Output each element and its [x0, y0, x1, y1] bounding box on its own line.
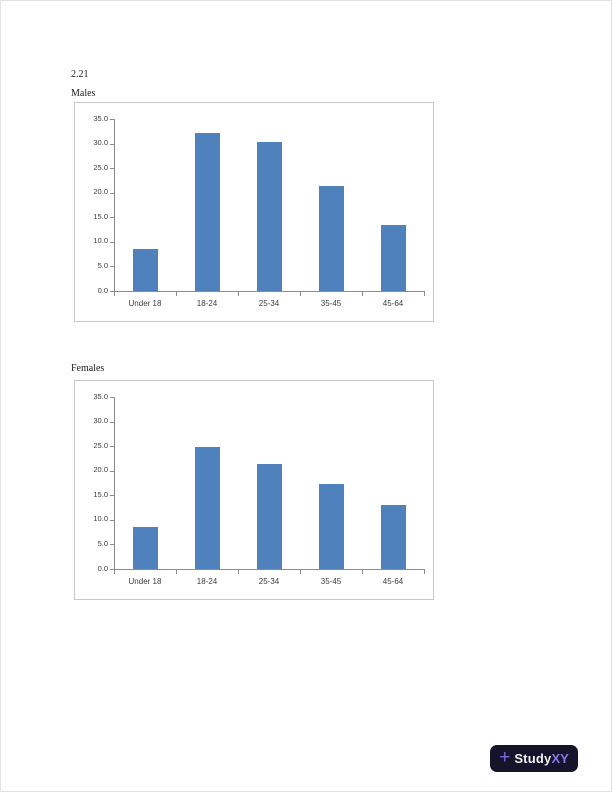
y-axis-tick-label: 15.0: [93, 489, 108, 499]
x-axis-category-label: 35-45: [320, 299, 342, 308]
studyxy-logo-badge: + Study XY: [490, 745, 578, 772]
females-bar-chart: 0.0 5.0 10.0 15.0 20.0 25.0 30.0 35.0 Under 18 18…: [74, 380, 434, 600]
bar-18-24: [194, 446, 220, 569]
y-axis-line: [114, 397, 115, 570]
y-axis-tick-label: 10.0: [93, 236, 108, 246]
bar-18-24: [194, 132, 220, 291]
y-axis-tick-label: 5.0: [97, 538, 108, 548]
males-bar-chart: 0.0 5.0 10.0 15.0 20.0 25.0 30.0 35.0 Under 18 18…: [74, 102, 434, 322]
y-axis-tick-label: 30.0: [93, 416, 108, 426]
y-axis-tick-label: 0.0: [97, 285, 108, 295]
y-tick-mark: [110, 143, 114, 145]
x-tick-mark: [300, 292, 301, 296]
bar-under-18: [132, 527, 158, 569]
y-axis-tick-label: 35.0: [93, 113, 108, 123]
x-tick-mark: [176, 292, 177, 296]
bar-under-18: [132, 249, 158, 291]
problem-number: 2.21: [71, 69, 89, 80]
x-tick-mark: [114, 292, 115, 296]
x-tick-mark: [362, 570, 363, 574]
x-tick-mark: [362, 292, 363, 296]
y-tick-mark: [110, 519, 114, 521]
x-axis-line: [114, 291, 425, 292]
y-tick-mark: [110, 192, 114, 194]
x-tick-mark: [176, 570, 177, 574]
x-axis-category-label: 45-64: [382, 577, 404, 586]
plus-icon: +: [499, 747, 511, 768]
y-tick-mark: [110, 291, 114, 292]
y-tick-mark: [110, 241, 114, 243]
y-axis-tick-label: 20.0: [93, 187, 108, 197]
x-axis-line: [114, 569, 425, 570]
x-axis-category-label: Under 18: [128, 577, 162, 586]
bar-25-34: [256, 141, 282, 291]
logo-text-xy: XY: [551, 751, 569, 766]
y-tick-mark: [110, 569, 114, 570]
bar-25-34: [256, 463, 282, 569]
y-tick-mark: [110, 470, 114, 472]
y-axis-tick-label: 25.0: [93, 162, 108, 172]
y-tick-mark: [110, 168, 114, 170]
y-axis-line: [114, 119, 115, 292]
y-axis-tick-label: 25.0: [93, 440, 108, 450]
y-axis-tick-label: 30.0: [93, 138, 108, 148]
y-tick-mark: [110, 495, 114, 497]
y-tick-mark: [110, 119, 114, 120]
x-axis-category-label: 18-24: [196, 299, 218, 308]
bar-35-45: [318, 484, 344, 569]
y-tick-mark: [110, 421, 114, 423]
x-axis-category-label: 18-24: [196, 577, 218, 586]
x-axis-category-label: 45-64: [382, 299, 404, 308]
y-axis-tick-label: 0.0: [97, 563, 108, 573]
x-tick-mark: [238, 570, 239, 574]
y-axis-tick-label: 10.0: [93, 514, 108, 524]
logo-text-study: Study: [514, 751, 552, 766]
y-axis-tick-label: 5.0: [97, 260, 108, 270]
bar-35-45: [318, 185, 344, 291]
chart-title-females: Females: [71, 363, 105, 374]
x-tick-mark: [424, 570, 425, 574]
chart-title-males: Males: [71, 88, 96, 99]
x-axis-category-label: Under 18: [128, 299, 162, 308]
y-axis-tick-label: 35.0: [93, 391, 108, 401]
y-axis-tick-label: 15.0: [93, 211, 108, 221]
x-tick-mark: [238, 292, 239, 296]
x-tick-mark: [114, 570, 115, 574]
y-tick-mark: [110, 446, 114, 448]
y-tick-mark: [110, 266, 114, 268]
x-axis-category-label: 25-34: [258, 299, 280, 308]
x-tick-mark: [424, 292, 425, 296]
y-axis-tick-label: 20.0: [93, 465, 108, 475]
x-axis-category-label: 35-45: [320, 577, 342, 586]
y-tick-mark: [110, 217, 114, 219]
y-tick-mark: [110, 544, 114, 546]
x-axis-category-label: 25-34: [258, 577, 280, 586]
y-tick-mark: [110, 397, 114, 398]
bar-45-64: [380, 504, 406, 569]
x-tick-mark: [300, 570, 301, 574]
bar-45-64: [380, 224, 406, 291]
